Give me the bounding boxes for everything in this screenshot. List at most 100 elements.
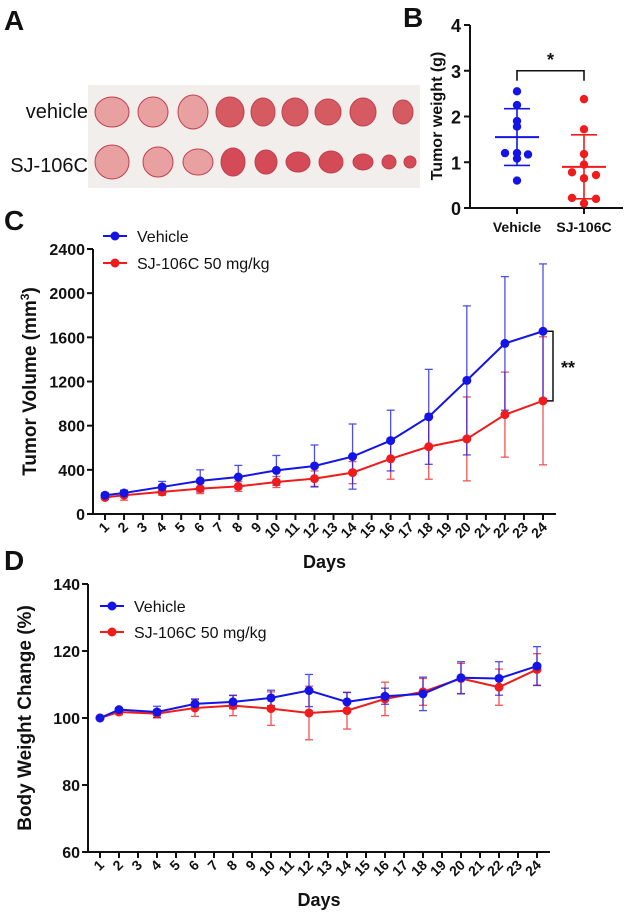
y-axis-label: Tumor weight (g) (429, 52, 446, 181)
legend-marker (107, 601, 117, 611)
panel-label-c: C (4, 205, 24, 236)
data-point (380, 691, 390, 701)
data-point (271, 465, 281, 475)
x-tick-label: 6 (185, 857, 202, 874)
data-point (228, 697, 238, 707)
data-point (567, 168, 577, 177)
y-tick-label: 100 (53, 711, 80, 728)
y-axis-label: Body Weight Change (%) (15, 605, 36, 831)
significance-bracket (516, 69, 585, 81)
data-point (309, 474, 319, 484)
data-point (157, 482, 167, 492)
error-bars-vehicle (101, 263, 547, 499)
y-tick-label: 1 (451, 153, 461, 173)
x-tick-label: 8 (223, 857, 240, 874)
y-tick-label: 4 (451, 16, 461, 36)
x-tick-label: 7 (204, 857, 221, 874)
data-point (567, 193, 577, 203)
data-point (462, 434, 472, 444)
y-tick-label: 0 (76, 507, 85, 524)
data-point (538, 326, 548, 336)
tumor-specimen (250, 97, 276, 127)
y-tick-label: 400 (58, 463, 85, 480)
legend-marker (110, 231, 120, 241)
significance-label: ** (561, 358, 575, 378)
legend-label: SJ-106C 50 mg/kg (137, 256, 270, 273)
panel-label-b: B (403, 2, 423, 33)
x-tick-label: 24 (522, 857, 544, 879)
data-point (195, 484, 205, 494)
data-point (579, 199, 589, 208)
y-tick-label: 2000 (49, 286, 85, 303)
x-tick-label: Vehicle (493, 219, 541, 235)
x-tick-label: 1 (90, 857, 107, 874)
data-point (523, 150, 533, 159)
data-point (512, 87, 522, 96)
x-tick-label: 9 (248, 519, 265, 536)
x-tick-label: 9 (242, 857, 259, 874)
data-point (386, 454, 396, 464)
data-point (348, 452, 358, 462)
data-point (538, 396, 548, 406)
tumor-specimen (182, 148, 214, 176)
legend-label: Vehicle (137, 229, 189, 246)
y-axis-label-main: Tumor Volume (mm (20, 300, 41, 476)
data-point (309, 461, 319, 471)
x-tick-label: 4 (147, 857, 164, 874)
data-point (500, 338, 510, 348)
tumor-specimen (349, 97, 377, 127)
data-point (500, 148, 510, 158)
y-tick-label: 60 (62, 845, 80, 862)
x-tick-label: 6 (191, 519, 208, 536)
tumor-specimen (381, 154, 397, 170)
data-point (304, 708, 314, 718)
panel-a: A vehicle SJ-106C (4, 5, 420, 188)
data-point (348, 468, 358, 478)
legend-marker (110, 258, 120, 268)
y-axis-label-end: ) (20, 287, 41, 293)
x-tick-label: 3 (133, 519, 150, 536)
data-point (119, 488, 129, 498)
y-axis-label: Tumor Volume (mm3) (18, 287, 41, 476)
tumor-specimen (137, 96, 169, 128)
tumor-specimen (215, 96, 245, 128)
x-tick-label: 5 (166, 857, 183, 874)
data-point (532, 661, 542, 671)
x-tick-label: 2 (109, 857, 126, 874)
data-point (342, 697, 352, 707)
data-point (494, 673, 504, 683)
significance-label: * (547, 50, 554, 70)
tumor-specimen (352, 153, 374, 171)
panel-b-tumor-weight-chart: B 0 1 2 3 4 Vehicle SJ-106C Tumor weight (g) * (403, 2, 623, 235)
series-line-vehicle (99, 665, 538, 719)
data-point (190, 699, 200, 709)
x-axis-label: Days (297, 890, 340, 910)
x-tick-label: SJ-106C (556, 219, 611, 235)
y-tick-label: 3 (451, 62, 461, 82)
panel-label-d: D (4, 545, 24, 576)
data-point (424, 442, 434, 452)
row-label-sj-106c: SJ-106C (10, 155, 88, 177)
y-tick-label: 2 (451, 108, 461, 128)
data-point (233, 481, 243, 491)
y-tick-label: 120 (53, 644, 80, 661)
data-point (342, 706, 352, 716)
data-point (591, 170, 601, 180)
data-point (500, 410, 510, 420)
panel-label-a: A (4, 5, 24, 36)
data-point (266, 693, 276, 703)
tumor-specimen (403, 155, 417, 169)
tumor-photo-specimens (94, 94, 417, 180)
significance-bracket (547, 330, 554, 402)
data-point (462, 375, 472, 385)
tumor-specimen (285, 151, 311, 173)
y-tick-label: 2400 (49, 242, 85, 259)
x-axis-label: Days (303, 552, 346, 572)
legend-label: SJ-106C 50 mg/kg (134, 625, 267, 642)
tumor-specimen (392, 99, 414, 125)
tumor-specimen (281, 97, 309, 127)
data-point (418, 689, 428, 699)
